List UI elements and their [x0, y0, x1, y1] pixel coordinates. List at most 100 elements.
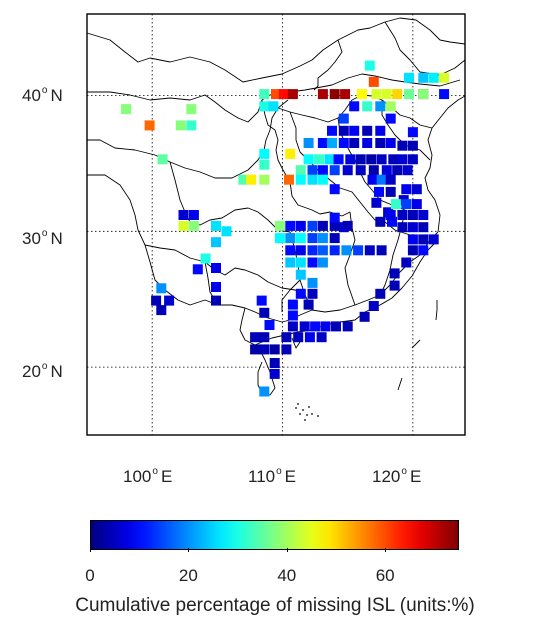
station-marker	[418, 222, 429, 233]
colorbar-tick	[286, 548, 288, 552]
station-marker	[281, 344, 292, 355]
station-marker	[385, 101, 396, 112]
degree-symbol: o	[41, 361, 48, 372]
station-marker	[387, 216, 397, 227]
station-marker	[259, 344, 270, 355]
station-marker	[295, 269, 306, 280]
station-marker	[397, 154, 408, 165]
island-dot	[308, 406, 310, 408]
station-marker	[211, 295, 221, 306]
station-marker	[364, 245, 375, 256]
station-marker	[307, 165, 318, 176]
station-marker	[259, 386, 270, 397]
station-marker	[295, 220, 306, 231]
station-marker	[264, 320, 275, 330]
station-marker	[404, 89, 414, 100]
lon-value: 110	[248, 467, 276, 486]
station-marker	[364, 60, 375, 71]
station-marker	[428, 72, 439, 83]
station-marker	[388, 154, 399, 165]
station-marker	[371, 197, 382, 208]
station-marker	[259, 307, 270, 318]
station-marker	[274, 220, 285, 231]
station-marker	[211, 220, 221, 231]
station-marker	[144, 120, 155, 131]
lon-label-120: 120o E	[372, 466, 421, 487]
island-dot	[297, 403, 299, 405]
station-marker	[402, 165, 413, 176]
station-marker	[329, 220, 340, 231]
colorbar-label: 0	[85, 566, 95, 585]
station-marker	[401, 199, 412, 210]
station-marker	[385, 138, 396, 148]
station-marker	[327, 138, 337, 148]
station-marker	[385, 210, 396, 220]
station-marker	[397, 222, 408, 233]
station-marker	[418, 89, 429, 100]
station-marker	[151, 295, 162, 306]
station-marker	[407, 210, 418, 220]
station-marker	[285, 220, 296, 231]
station-marker	[307, 220, 318, 231]
station-marker	[389, 268, 400, 279]
station-marker	[310, 321, 321, 332]
station-marker	[329, 89, 340, 100]
station-marker	[342, 165, 353, 176]
station-marker	[355, 165, 366, 176]
station-marker	[246, 174, 257, 185]
station-marker	[340, 89, 351, 100]
station-marker	[376, 174, 387, 185]
lat-hemisphere: N	[50, 86, 63, 105]
station-marker	[186, 120, 197, 131]
coastline-line	[257, 349, 276, 396]
degree-symbol: o	[401, 466, 407, 477]
station-marker	[345, 154, 356, 165]
station-marker	[327, 125, 337, 136]
lat-value: 30	[22, 229, 41, 248]
station-marker	[329, 165, 340, 176]
station-marker	[359, 311, 370, 322]
island-dot	[295, 407, 297, 409]
lon-hemisphere: E	[160, 467, 173, 486]
station-marker	[331, 321, 341, 332]
station-marker	[285, 233, 296, 244]
station-marker	[278, 89, 289, 100]
colorbar-label: 40	[277, 566, 297, 585]
station-marker	[385, 186, 396, 197]
station-marker	[404, 72, 414, 83]
station-marker	[256, 295, 267, 306]
station-marker	[407, 245, 418, 256]
station-marker	[238, 174, 249, 185]
station-marker	[299, 321, 310, 332]
station-marker	[269, 368, 280, 379]
station-marker	[303, 299, 314, 310]
station-marker	[295, 233, 306, 244]
station-marker	[368, 301, 379, 311]
colorbar-label: 60	[375, 566, 395, 585]
station-marker	[317, 165, 328, 176]
station-marker	[295, 257, 306, 268]
station-marker	[192, 264, 203, 275]
station-marker	[390, 199, 401, 210]
station-marker	[401, 257, 412, 268]
station-marker	[307, 257, 318, 268]
station-marker	[355, 154, 366, 165]
station-marker	[284, 174, 294, 185]
station-marker	[259, 148, 270, 159]
station-marker	[329, 233, 340, 244]
station-marker	[317, 89, 328, 100]
station-marker	[385, 113, 396, 124]
lon-label-110: 110o E	[248, 466, 296, 487]
coastline-line	[435, 300, 438, 321]
station-marker	[281, 332, 292, 343]
station-markers	[121, 60, 450, 397]
lat-label-40: 40o N	[22, 85, 63, 106]
station-marker	[362, 138, 373, 148]
colorbar-tick	[188, 548, 190, 552]
station-marker	[329, 184, 340, 195]
station-marker	[156, 305, 167, 316]
station-marker	[285, 148, 296, 159]
station-marker	[333, 154, 344, 165]
station-marker	[211, 263, 221, 273]
station-marker	[375, 288, 386, 299]
